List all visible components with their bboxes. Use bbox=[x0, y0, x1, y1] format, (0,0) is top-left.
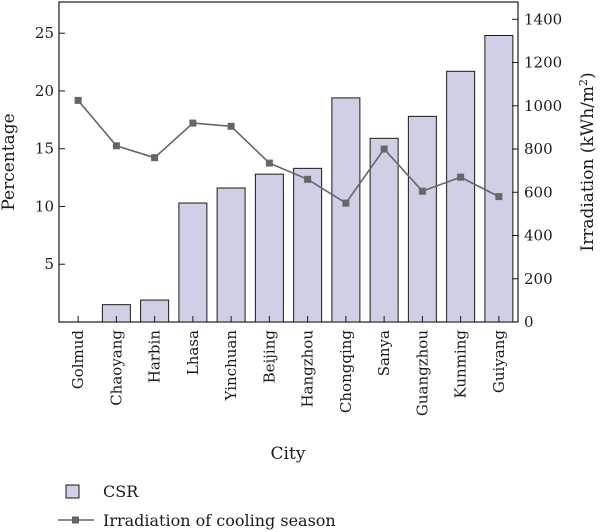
x-tick-label-kunming: Kunming bbox=[452, 330, 470, 399]
line-series-irradiation bbox=[74, 96, 503, 207]
right-tick-label: 0 bbox=[524, 313, 534, 331]
left-tick-label: 5 bbox=[44, 255, 54, 273]
left-tick-label: 15 bbox=[35, 140, 54, 158]
left-tick-label: 25 bbox=[35, 24, 54, 42]
legend-label-csr: CSR bbox=[103, 482, 139, 501]
bar-sanya bbox=[369, 137, 399, 323]
irradiation-point-guiyang bbox=[495, 193, 503, 201]
x-axis-title: City bbox=[271, 444, 306, 464]
plot-frame bbox=[58, 1, 519, 323]
bar-hangzhou bbox=[293, 167, 323, 323]
irradiation-point-hangzhou bbox=[304, 175, 312, 183]
right-tick-label: 800 bbox=[524, 140, 553, 158]
bar-guiyang bbox=[484, 35, 514, 323]
irradiation-point-golmud bbox=[74, 96, 82, 104]
right-tick-label: 600 bbox=[524, 183, 553, 201]
irradiation-point-harbin bbox=[151, 154, 159, 162]
irradiation-point-beijing bbox=[265, 159, 273, 167]
x-tick-label-golmud: Golmud bbox=[69, 330, 87, 390]
x-tick-label-chaoyang: Chaoyang bbox=[107, 330, 125, 406]
legend-swatch-csr bbox=[65, 484, 80, 499]
right-axis-title: Irradiation (kWh/m2) bbox=[577, 72, 598, 251]
left-axis-title: Percentage bbox=[0, 113, 19, 210]
x-axis-ticks: Golmud Chaoyang Harbin Lhasa Yinchuan Beijing… bbox=[69, 316, 508, 416]
x-tick-label-sanya: Sanya bbox=[375, 330, 393, 376]
irradiation-point-lhasa bbox=[189, 119, 197, 127]
x-tick-label-guangzhou: Guangzhou bbox=[413, 330, 431, 416]
left-tick-label: 10 bbox=[35, 197, 54, 215]
irradiation-line bbox=[77, 99, 500, 205]
legend-label-irradiation: Irradiation of cooling season bbox=[103, 511, 336, 530]
right-tick-label: 400 bbox=[524, 227, 553, 245]
irradiation-point-sanya bbox=[380, 145, 388, 153]
x-tick-label-guiyang: Guiyang bbox=[490, 330, 508, 394]
bar-guangzhou bbox=[407, 115, 437, 323]
bar-chongqing bbox=[331, 97, 361, 323]
left-axis-ticks: 5 10 15 20 25 bbox=[35, 24, 65, 273]
x-tick-label-lhasa: Lhasa bbox=[184, 330, 202, 375]
right-tick-label: 200 bbox=[524, 270, 553, 288]
legend-marker-irradiation bbox=[72, 516, 79, 524]
right-axis-ticks: 0 200 400 600 800 1000 1200 1400 bbox=[512, 10, 562, 331]
irradiation-point-yinchuan bbox=[227, 122, 235, 130]
bar-lhasa bbox=[178, 202, 208, 323]
right-tick-label: 1200 bbox=[524, 54, 562, 72]
irradiation-point-guangzhou bbox=[418, 187, 426, 195]
irradiation-point-chongqing bbox=[342, 199, 350, 207]
left-tick-label: 20 bbox=[35, 82, 54, 100]
x-tick-label-yinchuan: Yinchuan bbox=[222, 330, 240, 402]
x-tick-label-chongqing: Chongqing bbox=[337, 330, 355, 413]
bar-beijing bbox=[254, 173, 284, 323]
bar-series-csr bbox=[101, 35, 514, 323]
irradiation-point-kunming bbox=[457, 173, 465, 181]
x-tick-label-harbin: Harbin bbox=[146, 330, 164, 384]
right-tick-label: 1400 bbox=[524, 10, 562, 28]
x-tick-label-beijing: Beijing bbox=[260, 330, 278, 384]
right-tick-label: 1000 bbox=[524, 97, 562, 115]
x-tick-label-hangzhou: Hangzhou bbox=[299, 330, 317, 408]
bar-kunming bbox=[446, 70, 476, 323]
legend: CSR Irradiation of cooling season bbox=[58, 482, 336, 530]
bar-yinchuan bbox=[216, 187, 246, 323]
irradiation-point-chaoyang bbox=[112, 142, 120, 150]
